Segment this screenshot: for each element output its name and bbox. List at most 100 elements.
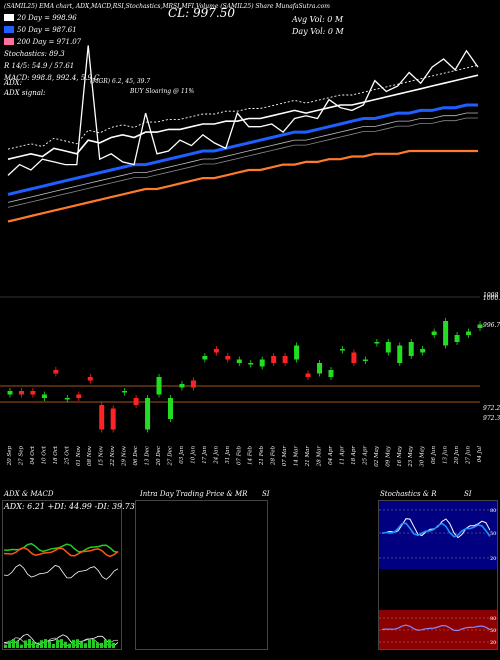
date-tick-label: 07 Feb <box>236 446 242 466</box>
candle <box>454 335 460 342</box>
date-tick-label: 14 Mar <box>294 446 300 467</box>
candle <box>236 359 242 363</box>
macd-histogram-bar <box>48 641 51 648</box>
date-tick-label: 07 Mar <box>282 446 288 467</box>
macd-histogram-bar <box>16 640 19 648</box>
date-tick-label: 31 Jan <box>225 446 231 464</box>
macd-histogram-bar <box>52 643 55 648</box>
candle <box>145 398 151 430</box>
date-tick-label: 30 May <box>420 445 426 467</box>
candle <box>385 342 391 353</box>
macd-histogram-bar <box>44 639 47 648</box>
date-tick-label: 04 Jul <box>477 446 483 462</box>
candle <box>190 380 196 388</box>
candle <box>466 331 472 335</box>
intraday-label: Intra Day Trading Price & MR <box>140 490 248 498</box>
macd-histogram-bar <box>88 639 91 648</box>
candle <box>64 398 70 400</box>
adx-title: ADX: 6.21 +DI: 44.99 -DI: 39.73 <box>4 502 135 511</box>
intraday-panel <box>135 500 268 650</box>
rsi-line <box>381 624 491 632</box>
price-axis-label: 1000.98 <box>483 295 500 302</box>
candle <box>167 398 173 419</box>
ma-line-2 <box>7 149 478 223</box>
stoch-tick-label: 80 <box>490 508 496 514</box>
legend-item-macd: MACD: 998.8, 992.4, 5.9 C <box>4 74 100 82</box>
macd-histogram-bar <box>24 640 27 648</box>
date-tick-label: 20 Jun <box>454 446 460 465</box>
candle <box>248 363 254 365</box>
date-tick-label: 15 Nov <box>99 445 105 466</box>
mrsi-label: (MGR) 6.2, 45, 39.7 <box>90 78 151 85</box>
macd-histogram-bar <box>12 639 15 648</box>
candle <box>420 349 426 353</box>
date-tick-label: 27 Dec <box>168 446 174 467</box>
legend-item-20day: 20 Day = 998.96 <box>4 12 99 24</box>
date-tick-label: 25 Oct <box>64 445 70 465</box>
legend-item-200day: 200 Day = 971.07 <box>4 36 99 48</box>
macd-histogram-bar <box>4 645 7 648</box>
date-tick-label: 29 Nov <box>122 445 128 467</box>
macd-histogram-bar <box>56 640 59 648</box>
candle <box>53 370 59 374</box>
header-line: (SAMIL25) EMA chart, ADX,MACD,RSI,Stocha… <box>4 3 330 10</box>
candle <box>259 359 265 367</box>
macd-histogram-bar <box>76 639 79 648</box>
date-tick-label: 27 Sep <box>19 446 25 467</box>
price-line <box>7 45 479 176</box>
candle <box>443 321 449 346</box>
date-tick-label: 02 May <box>374 445 380 467</box>
macd-histogram-bar <box>108 639 111 648</box>
stoch-tick-label: 50 <box>490 531 496 537</box>
date-tick-label: 28 Mar <box>317 446 323 468</box>
macd-histogram-bar <box>28 639 31 648</box>
envelope-line-2 <box>7 117 478 208</box>
macd-histogram-bar <box>60 639 63 648</box>
macd-histogram-bar <box>112 642 115 648</box>
date-tick-label: 13 Jun <box>443 446 449 464</box>
macd-histogram-bar <box>80 642 83 648</box>
candle <box>76 394 82 398</box>
date-tick-label: 20 Sep <box>7 446 13 467</box>
macd-histogram-bar <box>40 640 43 648</box>
adx-block: ADX: ADX signal: <box>4 78 45 98</box>
date-tick-label: 25 Apr <box>362 446 368 466</box>
candle <box>225 356 231 360</box>
macd-histogram-bar <box>84 643 87 648</box>
macd-histogram-bar <box>92 639 95 648</box>
date-tick-label: 21 Mar <box>305 446 311 468</box>
date-tick-label: 21 Feb <box>259 446 265 467</box>
candle <box>374 342 380 344</box>
adx-macd-panel <box>2 500 122 650</box>
candle <box>41 394 47 398</box>
macd-histogram-bar <box>100 642 103 648</box>
date-tick-label: 04 Oct <box>30 445 36 464</box>
date-tick-label: 22 Nov <box>110 445 116 467</box>
stochastics-bg <box>379 501 497 569</box>
macd-histogram-bar <box>72 639 75 648</box>
legend-swatch-200day <box>4 38 14 45</box>
candle <box>133 398 139 405</box>
legend-item-50day: 50 Day = 987.61 <box>4 24 99 36</box>
macd-histogram-bar <box>20 644 23 648</box>
date-tick-label: 03 Jan <box>179 446 185 464</box>
candle <box>282 356 288 363</box>
date-tick-label: 11 Apr <box>339 446 345 465</box>
adx-signal-label: ADX signal: <box>4 89 46 97</box>
candle <box>99 405 105 430</box>
date-tick-label: 10 Jan <box>190 446 196 464</box>
candle <box>328 370 334 377</box>
candle <box>18 391 24 395</box>
minus-di-line <box>3 546 119 558</box>
candle <box>202 356 208 360</box>
candle <box>317 363 323 374</box>
macd-histogram-bar <box>36 644 39 648</box>
price-axis-label: 1008 <box>483 292 498 299</box>
date-tick-label: 04 Apr <box>328 446 334 465</box>
candle <box>408 342 414 356</box>
macd-line <box>3 633 119 647</box>
candle <box>477 324 483 328</box>
date-tick-label: 23 May <box>408 445 414 468</box>
legend-item-stochastics: Stochastics: 89.3 <box>4 50 65 58</box>
